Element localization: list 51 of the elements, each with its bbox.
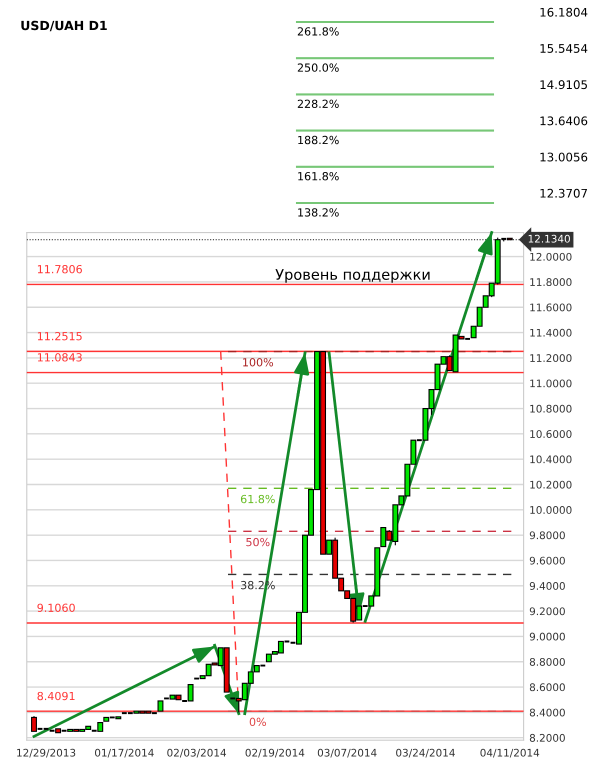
ref-line-label: 12.1340 <box>528 234 570 243</box>
y-tick-label: 9.4000 <box>530 582 565 590</box>
x-tick-label: 02/19/2014 <box>246 748 304 758</box>
text: 161.8% <box>298 172 339 180</box>
annotation: Уровень поддержки <box>275 269 430 283</box>
x-tick-label: 03/24/2014 <box>396 748 455 758</box>
ref-line-label: 8.4091 <box>37 692 75 700</box>
text: 14.9105 <box>540 80 587 90</box>
y-tick-label: 12.0000 <box>530 252 572 261</box>
annotation: 61.8% <box>240 494 275 504</box>
y-tick-label: 11.0000 <box>530 379 572 388</box>
y-tick-label: 9.0000 <box>530 632 565 641</box>
y-tick-label: 11.8000 <box>530 278 572 286</box>
text: 250.0% <box>298 63 339 72</box>
y-tick-label: 10.2000 <box>530 480 572 489</box>
ref-line-label: 11.2515 <box>38 332 82 340</box>
x-tick-label: 03/07/2014 <box>318 748 377 758</box>
ref-line-label: 11.0843 <box>38 353 82 362</box>
text: 16.1804 <box>540 8 588 17</box>
x-tick-label: 12/29/2013 <box>17 748 76 758</box>
ref-line-label: 9.1060 <box>37 604 75 612</box>
text: 138.2% <box>298 208 339 217</box>
ref-line-label: 11.7806 <box>38 264 82 274</box>
x-tick-label: 04/11/2014 <box>480 748 540 758</box>
y-tick-label: 8.2000 <box>530 734 565 742</box>
y-tick-label: 9.8000 <box>530 531 565 540</box>
text: 13.6406 <box>540 116 588 126</box>
y-tick-label: 10.8000 <box>530 404 572 413</box>
text: 13.0056 <box>540 152 588 162</box>
y-tick-label: 10.0000 <box>530 506 572 514</box>
y-tick-label: 8.4000 <box>530 708 565 716</box>
x-tick-label: 01/17/2014 <box>95 748 154 758</box>
y-tick-label: 11.4000 <box>530 328 572 337</box>
y-tick-label: 11.2000 <box>530 354 572 362</box>
text: 228.2% <box>298 100 339 108</box>
text: 12.3707 <box>540 188 587 198</box>
annotation: 50% <box>246 538 270 546</box>
annotation: 0% <box>250 718 266 726</box>
chart-title: USD/UAH D1 <box>21 20 107 32</box>
y-tick-label: 9.2000 <box>530 607 565 616</box>
text: 15.5454 <box>540 44 588 53</box>
y-tick-label: 9.6000 <box>530 556 565 565</box>
y-tick-label: 10.6000 <box>530 430 572 438</box>
y-tick-label: 8.6000 <box>530 683 565 692</box>
y-tick-label: 8.8000 <box>530 658 565 666</box>
text: 188.2% <box>298 136 339 144</box>
annotation: 100% <box>243 358 274 366</box>
x-tick-label: 02/03/2014 <box>167 748 226 758</box>
text: 261.8% <box>298 27 339 36</box>
y-tick-label: 11.6000 <box>530 303 572 312</box>
y-tick-label: 10.4000 <box>530 455 572 464</box>
